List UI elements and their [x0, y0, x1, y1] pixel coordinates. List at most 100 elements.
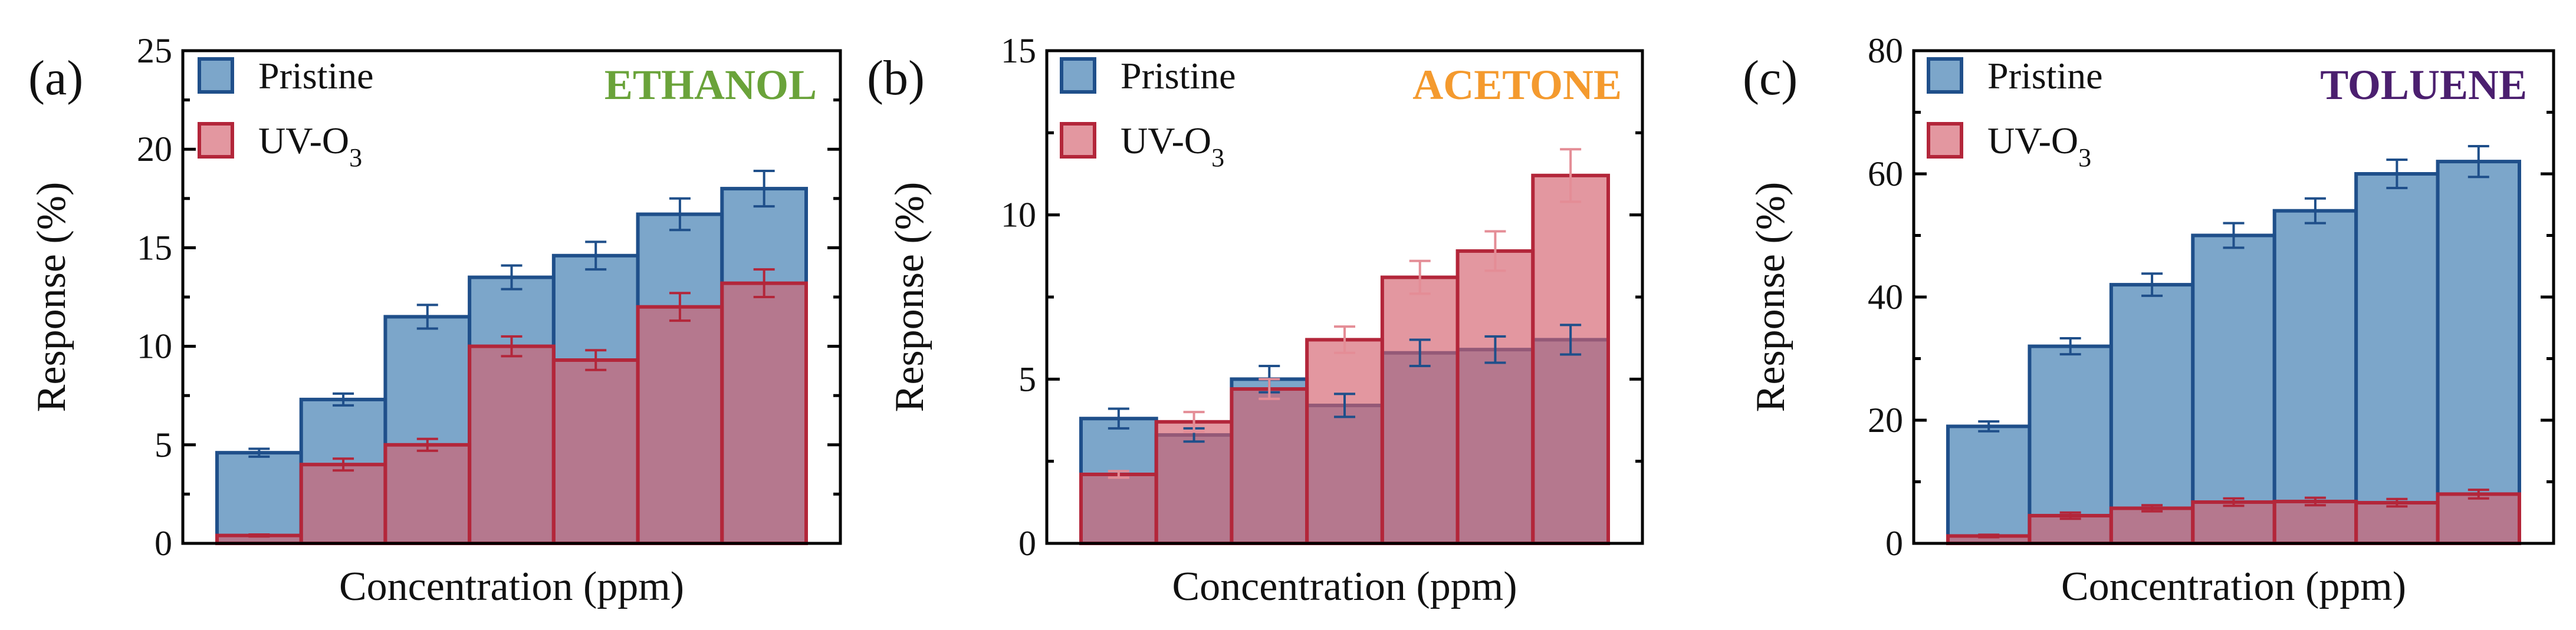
bar-uvo3-1 [1079, 472, 1158, 546]
gas-title: ETHANOL [604, 61, 817, 108]
bar-uvo3-7 [2436, 492, 2521, 546]
errorbar-uvo3-3 [2141, 504, 2163, 513]
bar-uvo3-5 [1380, 275, 1460, 545]
legend-swatch-uvo3 [198, 122, 234, 159]
errorbar-pristine-1 [1108, 407, 1129, 430]
panel-letter: (b) [867, 51, 925, 105]
panel-letter: (a) [28, 51, 83, 105]
errorbar-uvo3-6 [669, 292, 691, 322]
errorbar-uvo3-2 [1183, 411, 1205, 433]
errorbar-pristine-4 [1334, 392, 1355, 418]
legend-label-pristine: Pristine [1987, 55, 2103, 97]
errorbar-pristine-3 [2141, 272, 2163, 297]
errorbar-uvo3-5 [1409, 259, 1431, 295]
bar-uvo3-6 [636, 305, 724, 545]
legend: Pristine UV-O3 [198, 55, 374, 172]
errorbar-uvo3-4 [501, 335, 523, 358]
y-tick-label: 0 [155, 524, 172, 563]
errorbar-uvo3-7 [753, 268, 775, 298]
bar-uvo3-2 [299, 463, 387, 545]
errorbar-uvo3-6 [2386, 497, 2408, 508]
bar-uvo3-3 [2109, 506, 2195, 545]
bar-pristine-1 [215, 451, 303, 546]
errorbar-pristine-5 [2304, 197, 2326, 225]
bar-pristine-1 [1946, 424, 2032, 546]
y-tick-label: 5 [1018, 359, 1036, 398]
bar-uvo3-7 [1531, 173, 1610, 545]
errorbar-uvo3-7 [2467, 489, 2489, 500]
errorbar-pristine-1 [1978, 420, 2000, 433]
y-axis-label: Response (%) [29, 182, 74, 413]
errorbar-pristine-4 [2223, 222, 2245, 249]
legend: Pristine UV-O3 [1060, 55, 1236, 172]
errorbar-pristine-1 [248, 447, 270, 458]
errorbar-uvo3-7 [1560, 148, 1582, 203]
errorbar-uvo3-1 [248, 533, 270, 538]
y-tick-label: 15 [1001, 31, 1036, 70]
errorbar-uvo3-1 [1978, 533, 2000, 539]
errorbar-uvo3-5 [585, 349, 607, 371]
legend-label-text: Pristine [258, 55, 374, 97]
errorbar-pristine-4 [501, 264, 523, 291]
errorbar-pristine-5 [585, 240, 607, 271]
errorbar-uvo3-5 [2304, 496, 2326, 507]
legend-label-subscript: 3 [1211, 143, 1224, 172]
y-tick-label: 60 [1868, 154, 1903, 193]
legend-label-text: Pristine [1121, 55, 1236, 97]
legend-swatch-pristine [1927, 57, 1963, 94]
gas-title: ACETONE [1412, 61, 1622, 108]
errorbar-uvo3-4 [2223, 497, 2245, 507]
errorbar-pristine-7 [2467, 144, 2489, 179]
bar-pristine-4 [2191, 233, 2276, 545]
legend-label-text: UV-O [258, 120, 349, 161]
y-tick-label: 80 [1868, 31, 1903, 70]
x-axis-label: Concentration (ppm) [339, 564, 684, 609]
legend-swatch-pristine [198, 57, 234, 94]
y-tick-label: 20 [137, 130, 172, 169]
legend-swatch-uvo3 [1927, 122, 1963, 159]
bar-uvo3-4 [2191, 500, 2276, 545]
errorbar-uvo3-2 [333, 457, 354, 472]
legend-swatch-pristine [1060, 57, 1096, 94]
chart-panel-1: 0 5 10 15 20 25 (a) ETHANOL Pristine UV-O3 Concent… [28, 31, 842, 609]
y-tick-label: 0 [1885, 524, 1903, 563]
errorbar-uvo3-3 [416, 437, 438, 452]
errorbar-pristine-6 [2386, 158, 2408, 190]
errorbar-uvo3-6 [1484, 230, 1506, 272]
panel-letter: (c) [1743, 51, 1798, 105]
y-tick-label: 25 [137, 31, 172, 70]
errorbar-pristine-3 [416, 304, 438, 330]
legend-label-pristine: Pristine [258, 55, 374, 97]
legend-label-uvo3: UV-O3 [1121, 120, 1224, 172]
legend-label-uvo3: UV-O3 [258, 120, 362, 172]
errorbar-pristine-7 [1560, 324, 1582, 356]
y-axis-label: Response (%) [1748, 182, 1793, 413]
bar-uvo3-4 [468, 344, 556, 545]
bar-uvo3-6 [1455, 249, 1535, 545]
y-tick-label: 20 [1868, 401, 1903, 440]
legend-label-text: UV-O [1121, 120, 1211, 161]
chart-panel-2: 0 5 10 15 (b) ACETONE Pristine UV-O3 Concentrati… [867, 31, 1644, 609]
bar-pristine-7 [2436, 160, 2521, 546]
x-axis-label: Concentration (ppm) [1172, 564, 1517, 609]
errorbar-pristine-2 [2059, 337, 2081, 356]
legend-label-subscript: 3 [2078, 143, 2091, 172]
bar-uvo3-5 [551, 358, 640, 545]
bar-pristine-5 [2272, 209, 2358, 545]
y-tick-label: 15 [137, 228, 172, 267]
y-tick-label: 10 [137, 327, 172, 366]
errorbar-pristine-5 [1409, 338, 1431, 368]
legend-label-text: Pristine [1987, 55, 2103, 97]
chart-panel-3: 0 20 40 60 80 (c) TOLUENE Pristine UV-O3 Concentr… [1743, 31, 2555, 609]
errorbar-uvo3-3 [1259, 378, 1280, 400]
errorbar-pristine-7 [753, 169, 775, 208]
legend: Pristine UV-O3 [1927, 55, 2103, 172]
bar-uvo3-7 [720, 281, 809, 545]
errorbar-uvo3-2 [2059, 511, 2081, 520]
x-axis-label: Concentration (ppm) [2061, 564, 2406, 609]
legend-label-text: UV-O [1987, 120, 2078, 161]
errorbar-uvo3-4 [1334, 325, 1355, 354]
errorbar-pristine-2 [333, 392, 354, 407]
y-axis-label: Response (%) [887, 182, 932, 413]
